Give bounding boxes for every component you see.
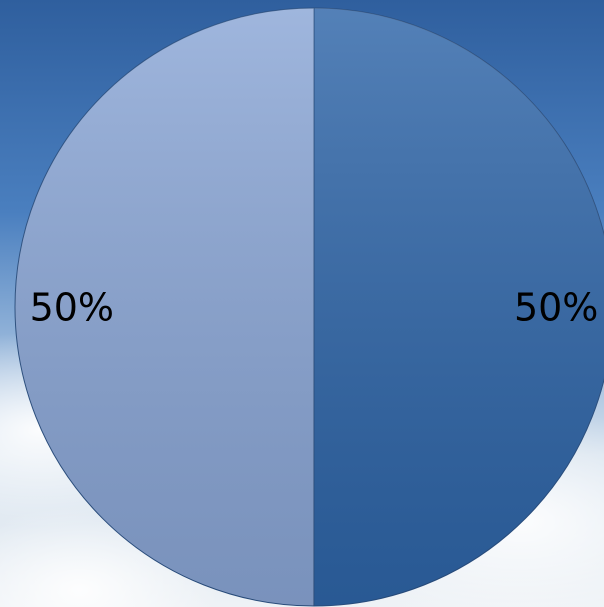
data-label: 50% xyxy=(30,286,114,330)
data-label: 50% xyxy=(514,286,598,330)
